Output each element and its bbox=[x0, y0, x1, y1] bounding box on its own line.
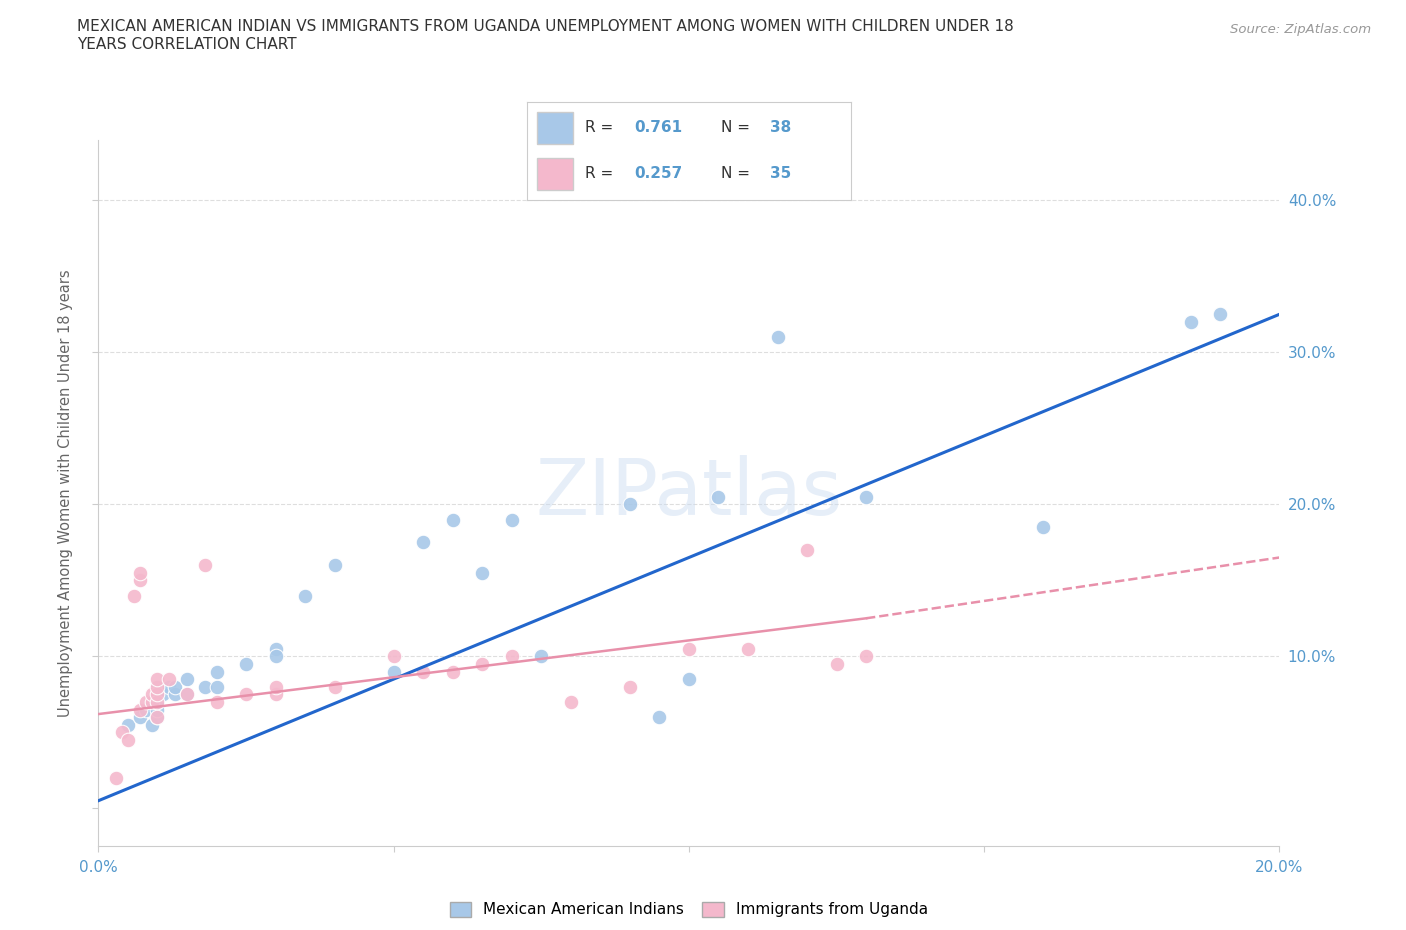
Text: ZIPatlas: ZIPatlas bbox=[536, 455, 842, 531]
Point bbox=[648, 710, 671, 724]
Point bbox=[128, 565, 150, 580]
Point bbox=[796, 542, 818, 557]
Point bbox=[141, 717, 163, 732]
Point bbox=[146, 671, 169, 686]
Point bbox=[323, 679, 346, 694]
Text: R =: R = bbox=[585, 166, 619, 181]
Point bbox=[157, 671, 180, 686]
Point bbox=[382, 649, 405, 664]
Point bbox=[530, 649, 553, 664]
Point bbox=[141, 695, 163, 710]
Point bbox=[855, 489, 877, 504]
Point bbox=[441, 664, 464, 679]
Point bbox=[146, 710, 169, 724]
Point bbox=[471, 657, 494, 671]
Point bbox=[135, 695, 157, 710]
Text: N =: N = bbox=[721, 166, 755, 181]
Point bbox=[146, 679, 169, 694]
Text: 38: 38 bbox=[770, 120, 792, 135]
Point bbox=[235, 687, 257, 702]
Point bbox=[105, 770, 128, 785]
Point bbox=[194, 558, 217, 573]
Point bbox=[855, 649, 877, 664]
Point bbox=[501, 512, 523, 527]
Point bbox=[825, 657, 848, 671]
Point bbox=[146, 679, 169, 694]
Point bbox=[1209, 307, 1232, 322]
Point bbox=[117, 733, 139, 748]
Point bbox=[441, 512, 464, 527]
Point bbox=[619, 679, 641, 694]
Point bbox=[176, 687, 198, 702]
Point bbox=[117, 717, 139, 732]
Point bbox=[382, 664, 405, 679]
Point bbox=[766, 329, 789, 344]
Point bbox=[471, 565, 494, 580]
Point bbox=[501, 649, 523, 664]
Text: N =: N = bbox=[721, 120, 755, 135]
Point bbox=[678, 642, 700, 657]
Point bbox=[205, 695, 228, 710]
Text: MEXICAN AMERICAN INDIAN VS IMMIGRANTS FROM UGANDA UNEMPLOYMENT AMONG WOMEN WITH : MEXICAN AMERICAN INDIAN VS IMMIGRANTS FR… bbox=[77, 19, 1014, 33]
Point bbox=[165, 679, 187, 694]
Point bbox=[412, 664, 434, 679]
Point bbox=[176, 671, 198, 686]
Point bbox=[141, 687, 163, 702]
FancyBboxPatch shape bbox=[537, 112, 572, 144]
Point bbox=[146, 695, 169, 710]
Point bbox=[1032, 520, 1054, 535]
Point bbox=[560, 695, 582, 710]
Point bbox=[707, 489, 730, 504]
Text: R =: R = bbox=[585, 120, 619, 135]
Text: 0.257: 0.257 bbox=[634, 166, 682, 181]
Text: 35: 35 bbox=[770, 166, 792, 181]
Point bbox=[111, 724, 134, 739]
Text: 0.761: 0.761 bbox=[634, 120, 682, 135]
Point bbox=[264, 649, 287, 664]
Point bbox=[128, 702, 150, 717]
Point bbox=[146, 702, 169, 717]
Point bbox=[323, 558, 346, 573]
Point bbox=[146, 710, 169, 724]
Point bbox=[678, 671, 700, 686]
Point bbox=[264, 642, 287, 657]
Legend: Mexican American Indians, Immigrants from Uganda: Mexican American Indians, Immigrants fro… bbox=[443, 896, 935, 923]
Point bbox=[205, 664, 228, 679]
Point bbox=[157, 679, 180, 694]
Point bbox=[128, 573, 150, 588]
Point bbox=[146, 687, 169, 702]
FancyBboxPatch shape bbox=[537, 158, 572, 191]
Point bbox=[128, 710, 150, 724]
Point bbox=[176, 687, 198, 702]
Point bbox=[412, 535, 434, 550]
Point bbox=[194, 679, 217, 694]
Point bbox=[122, 588, 145, 603]
Point bbox=[737, 642, 759, 657]
Point bbox=[294, 588, 316, 603]
Point bbox=[619, 497, 641, 512]
Point bbox=[146, 695, 169, 710]
Text: Source: ZipAtlas.com: Source: ZipAtlas.com bbox=[1230, 23, 1371, 36]
Point bbox=[165, 687, 187, 702]
Point bbox=[1180, 314, 1202, 329]
Point bbox=[152, 687, 174, 702]
Y-axis label: Unemployment Among Women with Children Under 18 years: Unemployment Among Women with Children U… bbox=[59, 269, 73, 717]
Point bbox=[205, 679, 228, 694]
Point bbox=[235, 657, 257, 671]
Point bbox=[135, 702, 157, 717]
Point bbox=[146, 687, 169, 702]
Point bbox=[264, 687, 287, 702]
Text: YEARS CORRELATION CHART: YEARS CORRELATION CHART bbox=[77, 37, 297, 52]
Point bbox=[264, 679, 287, 694]
